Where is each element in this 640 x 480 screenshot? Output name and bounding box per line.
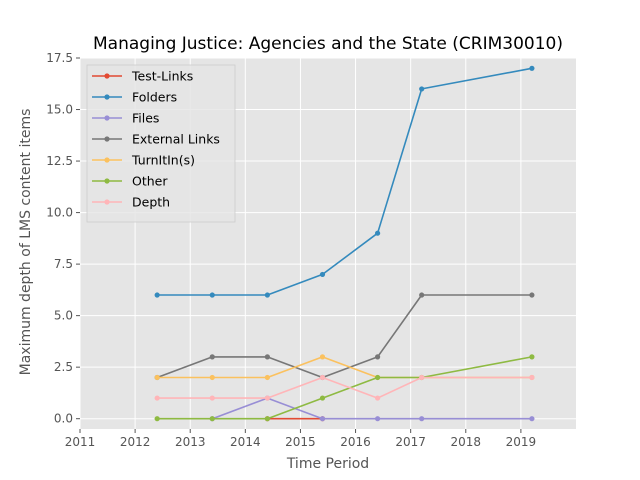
data-point-turnitin-s [319,354,326,360]
legend-marker [104,73,110,79]
data-point-turnitin-s [154,374,160,381]
data-point-folders [154,292,160,298]
x-tick-label: 2018 [451,435,482,449]
legend-label: Depth [132,195,170,210]
legend-label: TurnItIn(s) [131,153,195,168]
series-line-files [212,397,532,420]
legend-label: Test-Links [131,69,193,84]
x-tick-label: 2019 [506,435,537,449]
y-tick-label: 0.0 [54,412,73,426]
y-tick-label: 7.5 [54,257,73,271]
data-point-folders [264,292,270,298]
data-point-other [264,416,270,422]
legend-item-folders: Folders [92,90,177,105]
data-point-files [319,416,326,422]
data-point-external-links [209,354,215,360]
legend-marker [104,94,110,100]
data-point-other [529,354,535,360]
data-point-other [154,416,160,422]
legend-marker [104,115,110,121]
legend-item-depth: Depth [92,195,170,210]
legend-label: Other [132,174,168,189]
data-point-other [319,395,326,401]
legend-label: Folders [132,90,177,105]
data-point-depth [529,374,535,381]
y-tick-label: 12.5 [46,154,73,168]
y-tick-label: 15.0 [46,103,73,117]
legend-marker [104,178,110,184]
x-tick-label: 2015 [285,435,316,449]
data-point-folders [375,230,381,236]
x-tick-label: 2012 [120,435,151,449]
data-point-external-links [375,354,381,360]
data-point-turnitin-s [209,374,215,381]
data-point-other [209,416,215,422]
y-tick-label: 17.5 [46,51,73,65]
data-point-files [529,416,535,422]
legend-item-turnitin-s: TurnItIn(s) [92,153,195,168]
data-point-folders [209,292,215,298]
y-tick-label: 10.0 [46,206,73,220]
data-point-folders [319,271,326,278]
chart-title: Managing Justice: Agencies and the State… [93,34,563,54]
legend-marker [104,157,110,163]
x-axis-label: Time Period [286,456,369,472]
y-axis-label: Maximum depth of LMS content items [18,109,34,376]
x-tick-label: 2014 [230,435,261,449]
legend: Test-Links Folders Files External Links Turn… [86,64,236,223]
series-depth [154,374,535,401]
x-tick-label: 2016 [340,435,371,449]
legend-item-test-links: Test-Links [92,69,193,84]
legend-label: External Links [132,132,220,147]
data-point-files [375,416,381,422]
data-point-other [375,374,381,381]
data-point-depth [419,374,425,381]
data-point-depth [319,374,326,381]
legend-item-other: Other [92,174,168,189]
series-folders [154,65,535,298]
data-point-folders [529,65,535,71]
legend-marker [104,199,110,205]
grid [79,57,576,429]
series-layer [154,65,535,422]
data-point-external-links [529,292,535,298]
legend-item-external-links: External Links [92,132,220,147]
data-point-depth [375,395,381,401]
data-point-turnitin-s [264,374,270,381]
x-tick-label: 2017 [395,435,426,449]
legend-item-files: Files [92,111,159,126]
data-point-external-links [264,354,270,360]
legend-box [86,64,236,223]
y-tick-label: 5.0 [54,309,73,323]
data-point-depth [154,395,160,401]
x-tick-label: 2011 [65,435,96,449]
data-point-files [419,416,425,422]
legend-label: Files [132,111,159,126]
data-point-depth [264,395,270,401]
legend-marker [104,136,110,142]
x-tick-label: 2013 [175,435,206,449]
y-tick-label: 2.5 [54,360,73,374]
data-point-depth [209,395,215,401]
ticks: 2011 2012 2013 2014 2015 2016 2017 2018 2019 0.0 2… [46,51,536,449]
data-point-folders [419,86,425,92]
data-point-external-links [419,292,425,298]
